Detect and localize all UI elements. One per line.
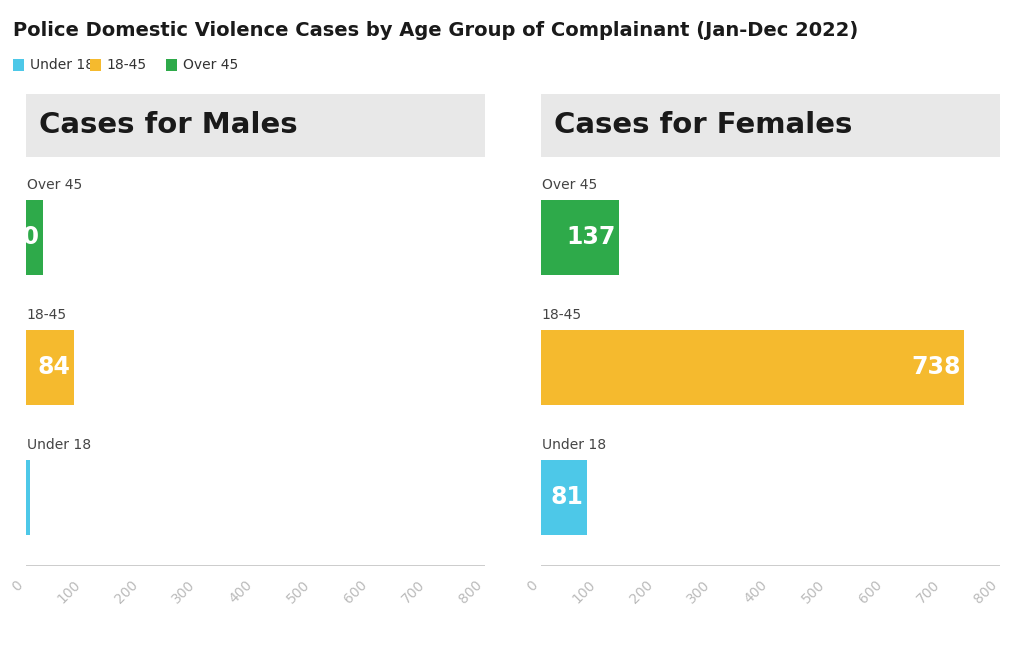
- Bar: [25, 460, 31, 535]
- Text: 81: 81: [550, 486, 583, 509]
- FancyBboxPatch shape: [540, 94, 999, 157]
- Text: Under 18: Under 18: [541, 437, 605, 452]
- Bar: [25, 200, 43, 275]
- Text: 137: 137: [566, 226, 615, 249]
- FancyBboxPatch shape: [25, 94, 484, 157]
- Text: Police Domestic Violence Cases by Age Group of Complainant (Jan-Dec 2022): Police Domestic Violence Cases by Age Gr…: [13, 21, 858, 40]
- Text: Over 45: Over 45: [26, 177, 82, 192]
- Text: 18-45: 18-45: [106, 58, 146, 72]
- Text: Over 45: Over 45: [541, 177, 596, 192]
- Text: 18-45: 18-45: [541, 307, 581, 322]
- Text: 84: 84: [38, 356, 70, 379]
- Text: Over 45: Over 45: [182, 58, 237, 72]
- Text: Under 18: Under 18: [26, 437, 91, 452]
- Text: Under 18: Under 18: [30, 58, 94, 72]
- Text: Cases for Females: Cases for Females: [554, 111, 852, 140]
- Text: 30: 30: [6, 226, 40, 249]
- Bar: [25, 330, 73, 405]
- Bar: [540, 200, 619, 275]
- Text: 18-45: 18-45: [26, 307, 66, 322]
- Bar: [540, 460, 587, 535]
- Text: Cases for Males: Cases for Males: [40, 111, 298, 140]
- Text: 738: 738: [910, 356, 960, 379]
- Bar: [540, 330, 963, 405]
